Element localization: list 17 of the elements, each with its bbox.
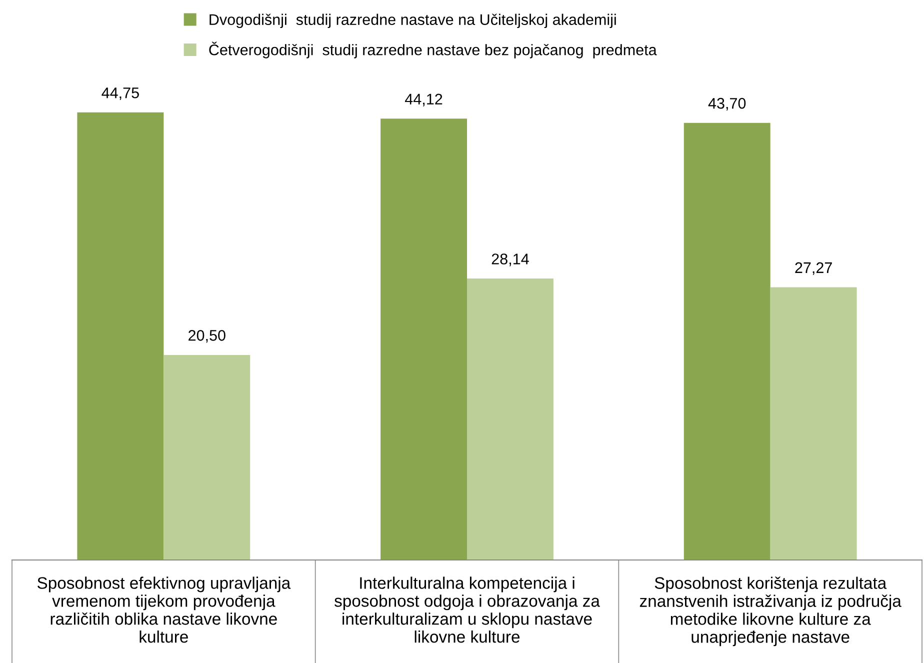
- data-label: 28,14: [492, 254, 529, 266]
- data-label: 20,50: [188, 330, 226, 343]
- bar: [380, 118, 467, 560]
- data-label: 43,70: [708, 98, 746, 111]
- bar: [684, 122, 770, 560]
- bar: [77, 112, 164, 560]
- data-label: 27,27: [795, 262, 832, 275]
- data-label: 44,12: [405, 94, 442, 106]
- x-tick-label: Sposobnost efektivnog upravljanja vremenom tijekom provođenja različitih oblika nastave likovne kulture: [37, 576, 291, 643]
- data-label: 44,75: [102, 88, 139, 100]
- legend-label: Četverogodišnji studij razredne nastave bez pojačanog predmeta: [209, 42, 657, 58]
- legend-label: Dvogodišnji studij razredne nastave na Učiteljskoj akademiji: [210, 14, 616, 28]
- x-tick-label: Interkulturalna kompetencija i sposobnost odgoja i obrazovanja za interkulturalizam u sklopu nastave likovne kulture: [334, 576, 600, 643]
- x-tick-label: Sposobnost korištenja rezultata znanstvenih istraživanja iz područja metodike likovne kulture za unaprjeđenje nastave: [640, 576, 902, 646]
- bar: [770, 287, 857, 560]
- bar: [164, 354, 250, 560]
- bar: [467, 278, 554, 560]
